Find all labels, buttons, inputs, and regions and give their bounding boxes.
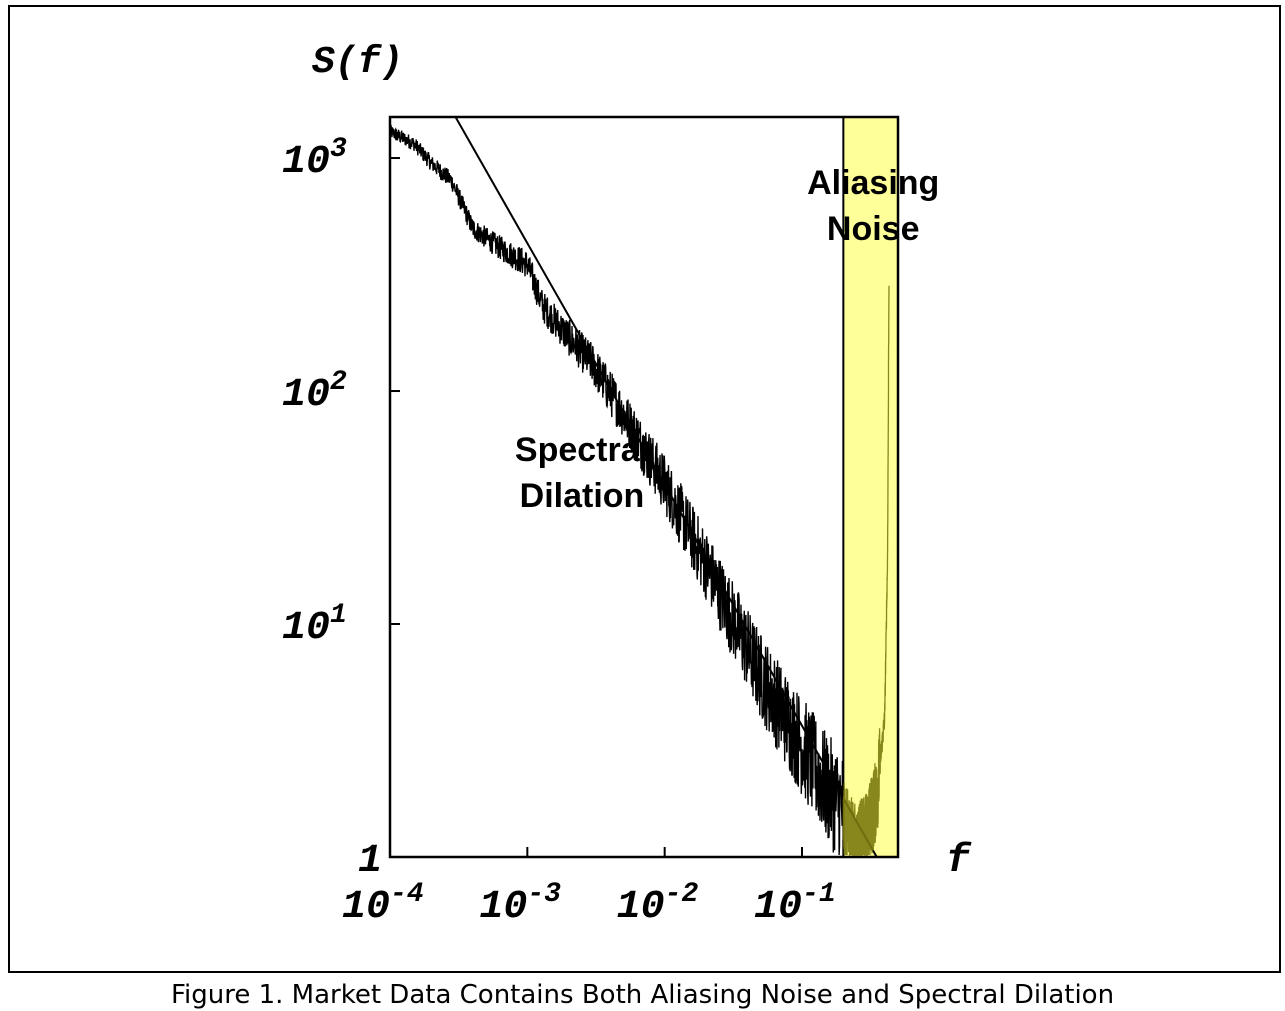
spectral-dilation-label: Spectral [515, 431, 649, 469]
x-tick-label: 10-2 [617, 879, 699, 930]
x-tick-label: 10-4 [342, 879, 424, 930]
y-tick-label: 102 [282, 367, 347, 418]
y-axis-label: S(f) [312, 41, 403, 84]
aliasing-region [842, 116, 899, 858]
spectral-dilation-label: Dilation [520, 477, 645, 515]
spectrum-series [389, 124, 844, 856]
x-tick-label: 10-3 [479, 879, 561, 930]
fit-line [454, 116, 878, 858]
plot-border [388, 115, 900, 859]
x-axis-label: f [946, 839, 972, 884]
y-tick-label: 103 [282, 134, 347, 185]
x-tick-label: 10-1 [754, 879, 836, 930]
aliasing-series [842, 285, 890, 856]
figure-caption: Figure 1. Market Data Contains Both Alia… [170, 980, 1115, 1010]
spectrum-chart: 10-4 10-3 10-2 10-1 1 101 102 103 S(f) f Aliasing N… [282, 41, 972, 930]
aliasing-noise-label: Aliasing [807, 164, 939, 202]
y-tick-label: 1 [358, 839, 382, 884]
y-tick-label: 101 [282, 600, 347, 651]
aliasing-noise-label: Noise [827, 210, 920, 248]
figure-frame: 10-4 10-3 10-2 10-1 1 101 102 103 S(f) f Aliasing N… [8, 5, 1281, 973]
